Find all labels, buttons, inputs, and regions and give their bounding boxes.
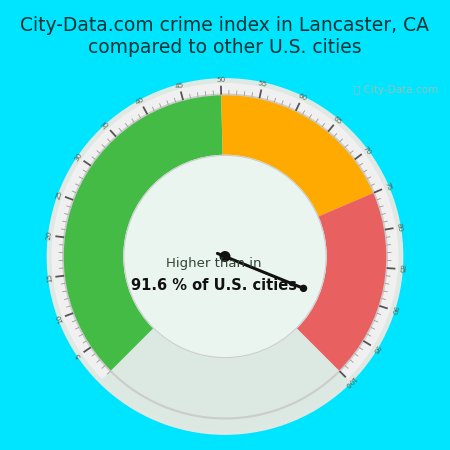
Text: 75: 75 <box>383 181 392 192</box>
Text: ⓘ City-Data.com: ⓘ City-Data.com <box>354 86 438 95</box>
Circle shape <box>301 285 306 291</box>
Wedge shape <box>221 95 373 217</box>
Circle shape <box>47 79 403 434</box>
Text: 95: 95 <box>371 343 381 354</box>
Text: 91.6 % of U.S. cities: 91.6 % of U.S. cities <box>131 278 297 292</box>
Wedge shape <box>64 95 223 370</box>
Text: City-Data.com crime index in Lancaster, CA: City-Data.com crime index in Lancaster, … <box>21 16 429 35</box>
Text: 40: 40 <box>135 96 146 106</box>
Circle shape <box>124 155 326 358</box>
Text: Higher than in: Higher than in <box>166 257 262 270</box>
Circle shape <box>51 83 399 430</box>
Text: 50: 50 <box>216 76 225 83</box>
Text: 15: 15 <box>46 273 53 283</box>
Text: 85: 85 <box>398 264 405 274</box>
Text: 45: 45 <box>174 81 184 90</box>
Text: 65: 65 <box>332 115 343 125</box>
Text: compared to other U.S. cities: compared to other U.S. cities <box>88 38 362 57</box>
Text: 5: 5 <box>75 352 82 359</box>
Text: 70: 70 <box>361 145 372 156</box>
Text: 60: 60 <box>297 93 308 102</box>
Text: 100: 100 <box>343 374 357 389</box>
Text: 30: 30 <box>73 152 84 163</box>
Text: 35: 35 <box>100 120 112 131</box>
Text: 55: 55 <box>257 80 268 87</box>
Circle shape <box>220 252 230 261</box>
Wedge shape <box>297 193 386 370</box>
Text: 20: 20 <box>46 230 53 240</box>
Wedge shape <box>51 83 399 379</box>
Text: 25: 25 <box>55 189 63 200</box>
Text: 10: 10 <box>55 313 63 324</box>
Text: 90: 90 <box>389 305 398 316</box>
Text: 80: 80 <box>396 222 403 232</box>
